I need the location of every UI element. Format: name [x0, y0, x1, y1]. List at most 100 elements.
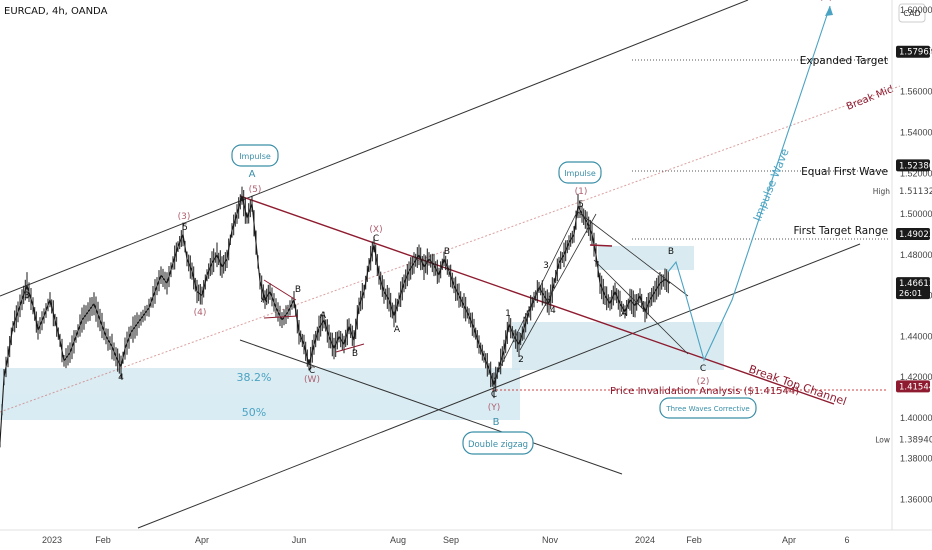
projection-line	[667, 5, 831, 362]
price-tag-bg	[896, 185, 930, 197]
impulse-box-left[interactable]: Impulse	[231, 144, 279, 167]
time-tick-label: Nov	[542, 535, 559, 545]
time-tick-label: Apr	[195, 535, 209, 545]
currency-label: CAD	[903, 9, 920, 18]
price-tag-label: Low	[875, 436, 890, 445]
wave-label: C	[491, 390, 497, 400]
wave-label: 1	[505, 309, 511, 319]
projection-arrowhead	[825, 6, 833, 16]
price-tag-value: 1.38940	[899, 436, 932, 446]
price-tag-bg	[896, 159, 930, 172]
price-tick-label: 1.38000	[900, 454, 932, 464]
wave-label: A	[320, 311, 327, 321]
first-target-range-label: First Target Range	[793, 225, 888, 237]
wave-label: C	[700, 364, 706, 374]
wave-line	[577, 211, 689, 297]
wave-label: A	[261, 295, 268, 305]
fib-zones	[0, 246, 724, 420]
price-tag-timer: 26:01	[899, 289, 922, 298]
target-lines	[492, 59, 888, 391]
wave-label: B	[444, 247, 450, 257]
wave-labels: 345(3)(4)(5)ABC(W)ABC(X)ABC(Y)12345(1)AB…	[24, 0, 832, 413]
wave-label: A	[394, 325, 401, 335]
wave-label: (1)	[575, 187, 588, 197]
price-tick-label: 1.40000	[900, 413, 932, 423]
wave-label: (X)	[369, 225, 382, 235]
wave-lines	[263, 209, 689, 385]
fib-50-zone	[0, 394, 520, 420]
price-tick-label: 1.42000	[900, 372, 932, 382]
price-tag: 1.52386	[896, 159, 932, 172]
wave-label: 5	[182, 223, 188, 233]
price-tag-value: 1.51132	[899, 187, 932, 197]
fib-50-label: 50%	[242, 406, 266, 419]
target-zone	[512, 322, 724, 370]
wave-label: B	[668, 247, 674, 257]
wave-letter-a: A	[249, 169, 256, 180]
wave-label: 4	[550, 306, 556, 316]
price-tag-value: 1.46613	[899, 279, 932, 289]
wave-label: (3)	[820, 0, 833, 3]
wave-label: (5)	[249, 185, 262, 195]
price-tick-label: 1.56000	[900, 87, 932, 97]
wave-line	[519, 213, 597, 351]
wave-label: (3)	[178, 212, 191, 222]
price-tick-label: 1.48000	[900, 250, 932, 260]
price-tag-value: 1.57962	[899, 48, 932, 58]
price-tag-bg	[896, 45, 930, 58]
wave-label: (W)	[304, 375, 320, 385]
wave-letter-b: B	[493, 417, 500, 428]
wave-label: B	[352, 349, 358, 359]
equal-first-wave-label: Equal First Wave	[801, 166, 888, 178]
price-tag-value: 1.52386	[899, 161, 932, 171]
time-tick-label: 2024	[635, 535, 655, 545]
price-tick-label: 1.36000	[900, 494, 932, 504]
price-tick-label: 1.44000	[900, 331, 932, 341]
price-tick-label: 1.50000	[900, 209, 932, 219]
wave-label: 3	[543, 261, 549, 271]
price-tag-bg	[896, 433, 930, 446]
upper-channel-line	[0, 0, 749, 297]
wave-label: C	[309, 366, 315, 376]
double-zigzag-label: Double zigzag	[468, 440, 528, 450]
impulse-box-frame	[231, 144, 279, 167]
impulse-box-frame	[558, 161, 602, 184]
price-tag-value: 1.41544	[899, 382, 932, 392]
impulse-box-right[interactable]: Impulse	[558, 161, 602, 184]
time-tick-label: Sep	[443, 535, 459, 545]
price-tag: 1.49023	[896, 228, 932, 240]
symbol-title[interactable]: EURCAD, 4h, OANDA	[4, 6, 108, 17]
price-tag: 1.38940 Low	[875, 433, 932, 446]
price-tags: 1.57962 1.52386 1.51132 High 1.49023 1.466132…	[873, 45, 932, 446]
impulse-box-label: Impulse	[564, 169, 596, 178]
three-waves-box[interactable]: Three Waves Corrective	[659, 397, 757, 419]
three-waves-label: Three Waves Corrective	[665, 405, 749, 413]
wave-line	[263, 315, 299, 319]
time-axis[interactable]: 2023 Feb Apr Jun Aug Sep Nov 2024 Feb Apr 6	[0, 529, 932, 545]
time-tick-label: Apr	[782, 535, 796, 545]
price-tick-label: 1.60000	[900, 5, 932, 15]
lower-channel-line	[137, 243, 861, 529]
time-tick-label: Feb	[686, 535, 702, 545]
wave-label: (Y)	[488, 403, 501, 413]
b-zone	[598, 246, 694, 270]
wave-line	[263, 279, 297, 301]
price-axis[interactable]: CAD 1.600001.580001.560001.540001.520001…	[873, 0, 932, 530]
price-tag: 1.51132 High	[873, 185, 932, 197]
expanded-target-label: Expanded Target	[800, 55, 888, 67]
price-tag: 1.41544	[896, 380, 932, 393]
time-tick-label: Feb	[95, 535, 111, 545]
price-tick-label: 1.54000	[900, 128, 932, 138]
currency-button[interactable]	[898, 3, 926, 23]
wave-label: (4)	[194, 308, 207, 318]
price-tag: 1.57962	[896, 45, 932, 58]
price-tag-bg	[896, 380, 930, 393]
price-tag-bg	[896, 277, 930, 300]
fib-382-label: 38.2%	[237, 371, 272, 384]
double-zigzag-box[interactable]: Double zigzag	[462, 431, 534, 455]
price-tag-bg	[896, 228, 930, 240]
wave-label: (2)	[697, 377, 710, 387]
wave-line	[589, 244, 613, 247]
